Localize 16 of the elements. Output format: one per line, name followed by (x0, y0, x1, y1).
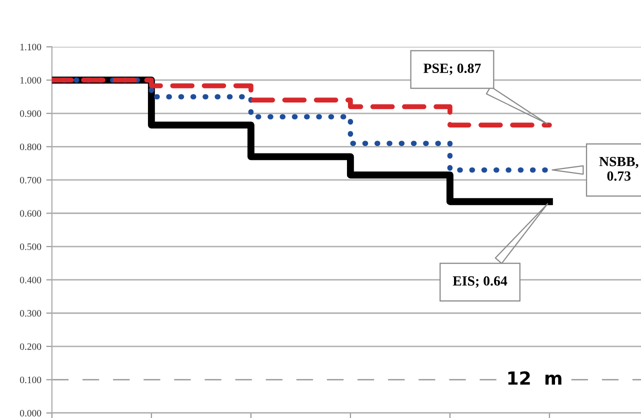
annotation: PSE; 0.87 (424, 64, 481, 75)
y-tick-label: 0.900 (20, 110, 42, 117)
y-tick-label: 0.200 (20, 343, 42, 350)
y-tick-label: 0.600 (20, 210, 42, 217)
y-tick-label: 1.100 (20, 44, 42, 50)
ref-line-label: 12 m (508, 371, 562, 385)
y-tick-label: 0.700 (20, 176, 42, 184)
y-tick-label: 0.800 (20, 144, 42, 150)
y-tick-label: 1.000 (20, 77, 42, 84)
y-tick-label: 0.500 (20, 243, 42, 250)
annotation: EIS; 0.64 (452, 276, 508, 288)
y-tick-label: 0.000 (20, 410, 42, 416)
y-tick-label: 0.100 (20, 376, 42, 384)
y-tick-label: 0.400 (20, 276, 42, 284)
y-tick-label: 0.300 (20, 310, 42, 317)
annotation: NSBB, 0.73 (599, 156, 638, 181)
